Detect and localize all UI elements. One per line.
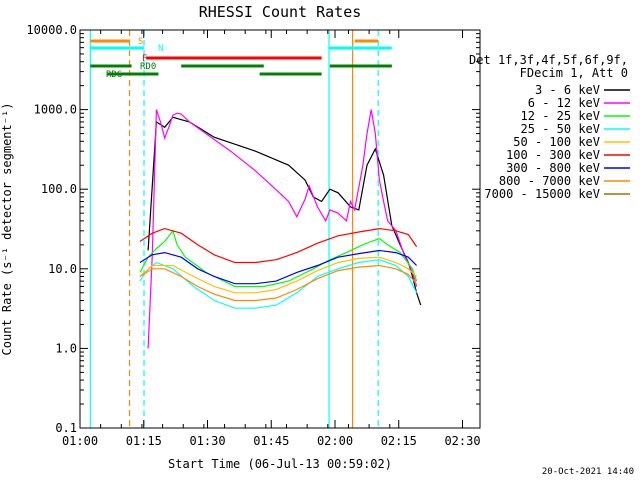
legend-entry-label: 6 - 12 keV bbox=[528, 96, 600, 110]
plot-frame bbox=[79, 29, 481, 429]
series-lines bbox=[139, 109, 422, 349]
legend-entry-label: 12 - 25 keV bbox=[521, 109, 600, 123]
state-bar-label: F bbox=[142, 54, 147, 64]
x-tick-label: 02:15 bbox=[381, 434, 417, 448]
y-tick-label: 100.0 bbox=[41, 182, 77, 196]
legend-entry-label: 7000 - 15000 keV bbox=[484, 187, 600, 201]
x-tick-label: 01:30 bbox=[189, 434, 225, 448]
legend: Det 1f,3f,4f,5f,6f,9f,FDecim 1, Att 0 3 -… bbox=[469, 53, 630, 201]
y-axis-label: Count Rate (s⁻¹ detector segment⁻¹) bbox=[0, 103, 14, 356]
legend-entry-label: 25 - 50 keV bbox=[521, 122, 600, 136]
y-tick-label: 1000.0 bbox=[34, 103, 77, 117]
state-bar-label: N bbox=[158, 44, 163, 54]
series-line bbox=[139, 259, 418, 309]
x-tick-label: 02:30 bbox=[444, 434, 480, 448]
state-bar-label: RD6 bbox=[106, 70, 122, 80]
legend-entry-label: 50 - 100 keV bbox=[513, 135, 600, 149]
vertical-markers bbox=[89, 30, 379, 428]
state-bar-label: RD0 bbox=[140, 62, 156, 72]
chart-title: RHESSI Count Rates bbox=[199, 3, 362, 21]
series-line bbox=[139, 229, 418, 288]
x-tick-label: 01:00 bbox=[62, 434, 98, 448]
series-line bbox=[139, 227, 418, 264]
y-tick-label: 10.0 bbox=[48, 262, 77, 276]
series-line bbox=[139, 256, 418, 294]
state-bar-label: S bbox=[138, 37, 143, 47]
legend-entry-label: 800 - 7000 keV bbox=[499, 174, 600, 188]
legend-header: Det 1f,3f,4f,5f,6f,9f, bbox=[469, 53, 628, 67]
y-axis: 0.1 1.0 10.0 100.0 1000.0 10000.0 bbox=[26, 23, 480, 435]
series-line bbox=[147, 109, 418, 349]
x-axis-label: Start Time (06-Jul-13 00:59:02) bbox=[168, 457, 392, 471]
x-axis: 01:00 01:15 01:30 01:45 02:00 02:15 02:30 bbox=[62, 30, 481, 448]
legend-entry-label: 3 - 6 keV bbox=[535, 83, 600, 97]
series-line bbox=[139, 249, 418, 285]
y-tick-label: 1.0 bbox=[55, 341, 77, 355]
series-line bbox=[147, 116, 422, 306]
footer-timestamp: 20-Oct-2021 14:40 bbox=[542, 467, 634, 477]
x-tick-label: 01:15 bbox=[126, 434, 162, 448]
x-tick-label: 01:45 bbox=[253, 434, 289, 448]
legend-header: FDecim 1, Att 0 bbox=[520, 66, 628, 80]
series-line bbox=[139, 264, 418, 302]
x-tick-label: 02:00 bbox=[317, 434, 353, 448]
y-tick-label: 0.1 bbox=[55, 421, 77, 435]
y-tick-label: 10000.0 bbox=[26, 23, 77, 37]
legend-entry-label: 300 - 800 keV bbox=[506, 161, 600, 175]
legend-entry-label: 100 - 300 keV bbox=[506, 148, 600, 162]
